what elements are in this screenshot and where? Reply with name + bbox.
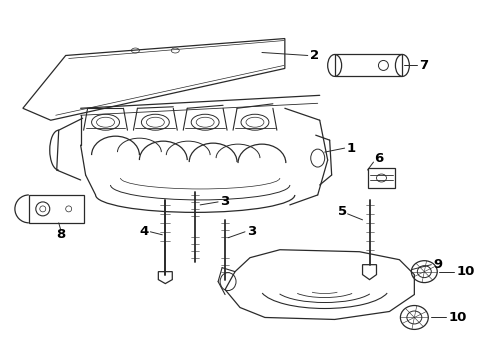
Text: 3: 3	[220, 195, 229, 208]
Bar	[368, 168, 395, 188]
Text: 4: 4	[139, 225, 148, 238]
Text: 8: 8	[56, 228, 65, 241]
Text: 10: 10	[456, 265, 474, 278]
Text: 3: 3	[247, 225, 256, 238]
Text: 6: 6	[374, 152, 384, 165]
Bar	[335, 54, 402, 76]
Text: 10: 10	[448, 311, 466, 324]
Text: 1: 1	[346, 141, 356, 155]
Text: 2: 2	[310, 49, 319, 62]
Text: 9: 9	[433, 258, 442, 271]
Text: 5: 5	[339, 205, 347, 219]
Text: 7: 7	[419, 59, 428, 72]
Bar	[29, 195, 84, 223]
